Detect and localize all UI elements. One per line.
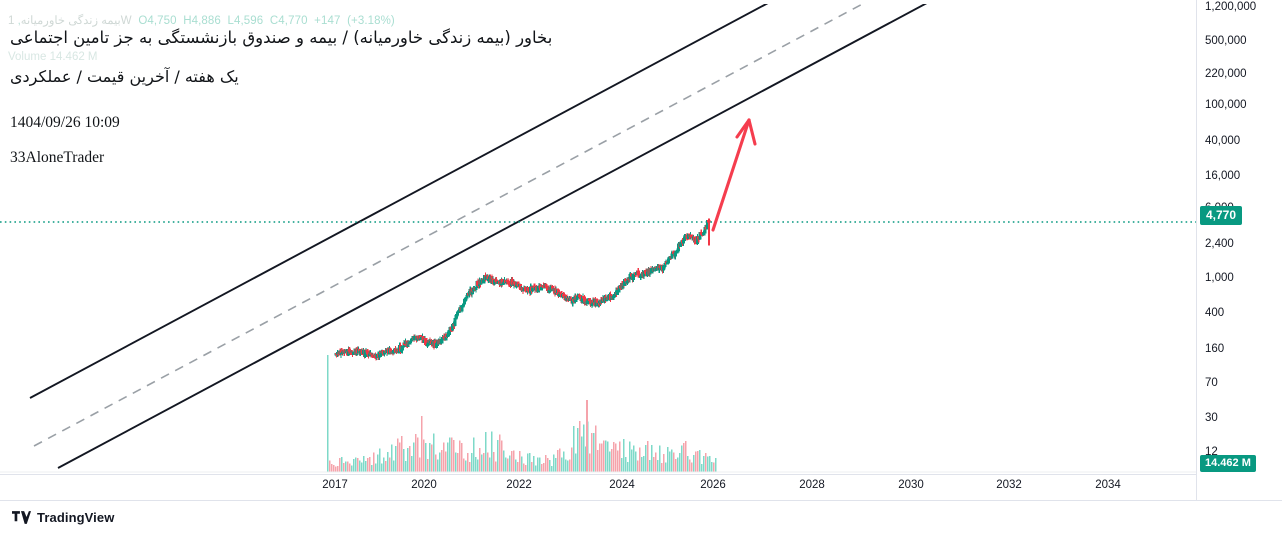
time-axis-divider xyxy=(0,474,1196,475)
price-axis-tick: 16,000 xyxy=(1205,170,1241,182)
tradingview-mark-icon xyxy=(12,511,31,524)
time-axis-tick: 2022 xyxy=(506,479,532,491)
time-axis-tick: 2020 xyxy=(411,479,437,491)
price-axis-tick: 1,000 xyxy=(1205,272,1234,284)
volume-legend-label: Volume xyxy=(8,51,47,63)
price-axis-tick: 30 xyxy=(1205,412,1218,424)
price-axis-tick: 70 xyxy=(1205,377,1218,389)
price-axis-tick: 40,000 xyxy=(1205,135,1241,147)
price-axis-tick: 500,000 xyxy=(1205,35,1247,47)
time-axis-tick: 2030 xyxy=(898,479,924,491)
volume-value-badge[interactable]: 14.462 M xyxy=(1200,455,1256,472)
channel-lower-line[interactable] xyxy=(57,4,1196,469)
time-axis-tick: 2026 xyxy=(700,479,726,491)
legend-open-label: O xyxy=(138,15,148,27)
legend-timeframe[interactable]: 1W xyxy=(8,15,132,27)
annotation-author[interactable]: 33AloneTrader xyxy=(10,149,105,166)
price-axis-divider xyxy=(1196,0,1197,500)
time-axis-tick: 2034 xyxy=(1095,479,1121,491)
channel-upper-line[interactable] xyxy=(29,4,1196,399)
volume-legend[interactable]: Volume 14.462 M xyxy=(8,51,98,63)
volume-series[interactable] xyxy=(0,4,1196,474)
price-axis-tick: 220,000 xyxy=(1205,68,1247,80)
channel-median-line[interactable] xyxy=(33,4,1196,447)
legend-close-label: C xyxy=(269,15,279,27)
time-axis-tick: 2032 xyxy=(996,479,1022,491)
legend-high-label: H xyxy=(183,15,192,27)
legend-change-percent: (+3.18%) xyxy=(347,15,395,27)
time-axis-tick: 2017 xyxy=(322,479,348,491)
tradingview-wordmark: TradingView xyxy=(37,510,115,525)
candlestick-series[interactable] xyxy=(0,4,1196,474)
price-axis-tick: 1,200,000 xyxy=(1205,1,1257,13)
legend-change: +147 xyxy=(314,15,341,27)
legend-symbol[interactable]: بیمه زندگی خاورمیانه xyxy=(20,15,121,27)
legend-close-value: 4,770 xyxy=(278,15,308,27)
annotation-subtitle[interactable]: یک هفته / آخرین قیمت / عملکردی xyxy=(10,67,239,86)
price-axis-tick: 400 xyxy=(1205,307,1225,319)
legend-low-label: L xyxy=(227,15,235,27)
current-price-badge[interactable]: 4,770 xyxy=(1200,206,1243,225)
price-axis-tick: 100,000 xyxy=(1205,99,1247,111)
annotation-timestamp[interactable]: 1404/09/26 10:09 xyxy=(10,114,120,131)
price-axis[interactable]: 1,200,000 500,000 220,000 100,000 40,000 16,0… xyxy=(1197,0,1282,500)
projection-arrow[interactable] xyxy=(711,118,757,232)
legend-low-value: 4,596 xyxy=(234,15,264,27)
annotation-title[interactable]: بخاور (بیمه زندگی خاورمیانه) / بیمه و صن… xyxy=(10,28,553,47)
volume-legend-value: 14.462 M xyxy=(49,51,98,63)
tradingview-logo[interactable]: TradingView xyxy=(12,510,114,525)
bottom-bar: TradingView xyxy=(0,500,1282,536)
price-axis-tick: 160 xyxy=(1205,343,1225,355)
time-axis[interactable]: 2017 2020 2022 2024 2026 2028 2030 2032 2034 xyxy=(0,475,1196,500)
legend-high-value: 4,886 xyxy=(191,15,221,27)
chart-plot-area[interactable]: بیمه زندگی خاورمیانه, 1W O4,750 H4,886 L… xyxy=(0,4,1196,474)
drawings-layer xyxy=(0,4,1196,469)
legend-open-value: 4,750 xyxy=(147,15,177,27)
price-axis-tick: 2,400 xyxy=(1205,238,1234,250)
chart-legend[interactable]: بیمه زندگی خاورمیانه, 1W O4,750 H4,886 L… xyxy=(8,15,395,27)
time-axis-tick: 2024 xyxy=(609,479,635,491)
time-axis-tick: 2028 xyxy=(799,479,825,491)
